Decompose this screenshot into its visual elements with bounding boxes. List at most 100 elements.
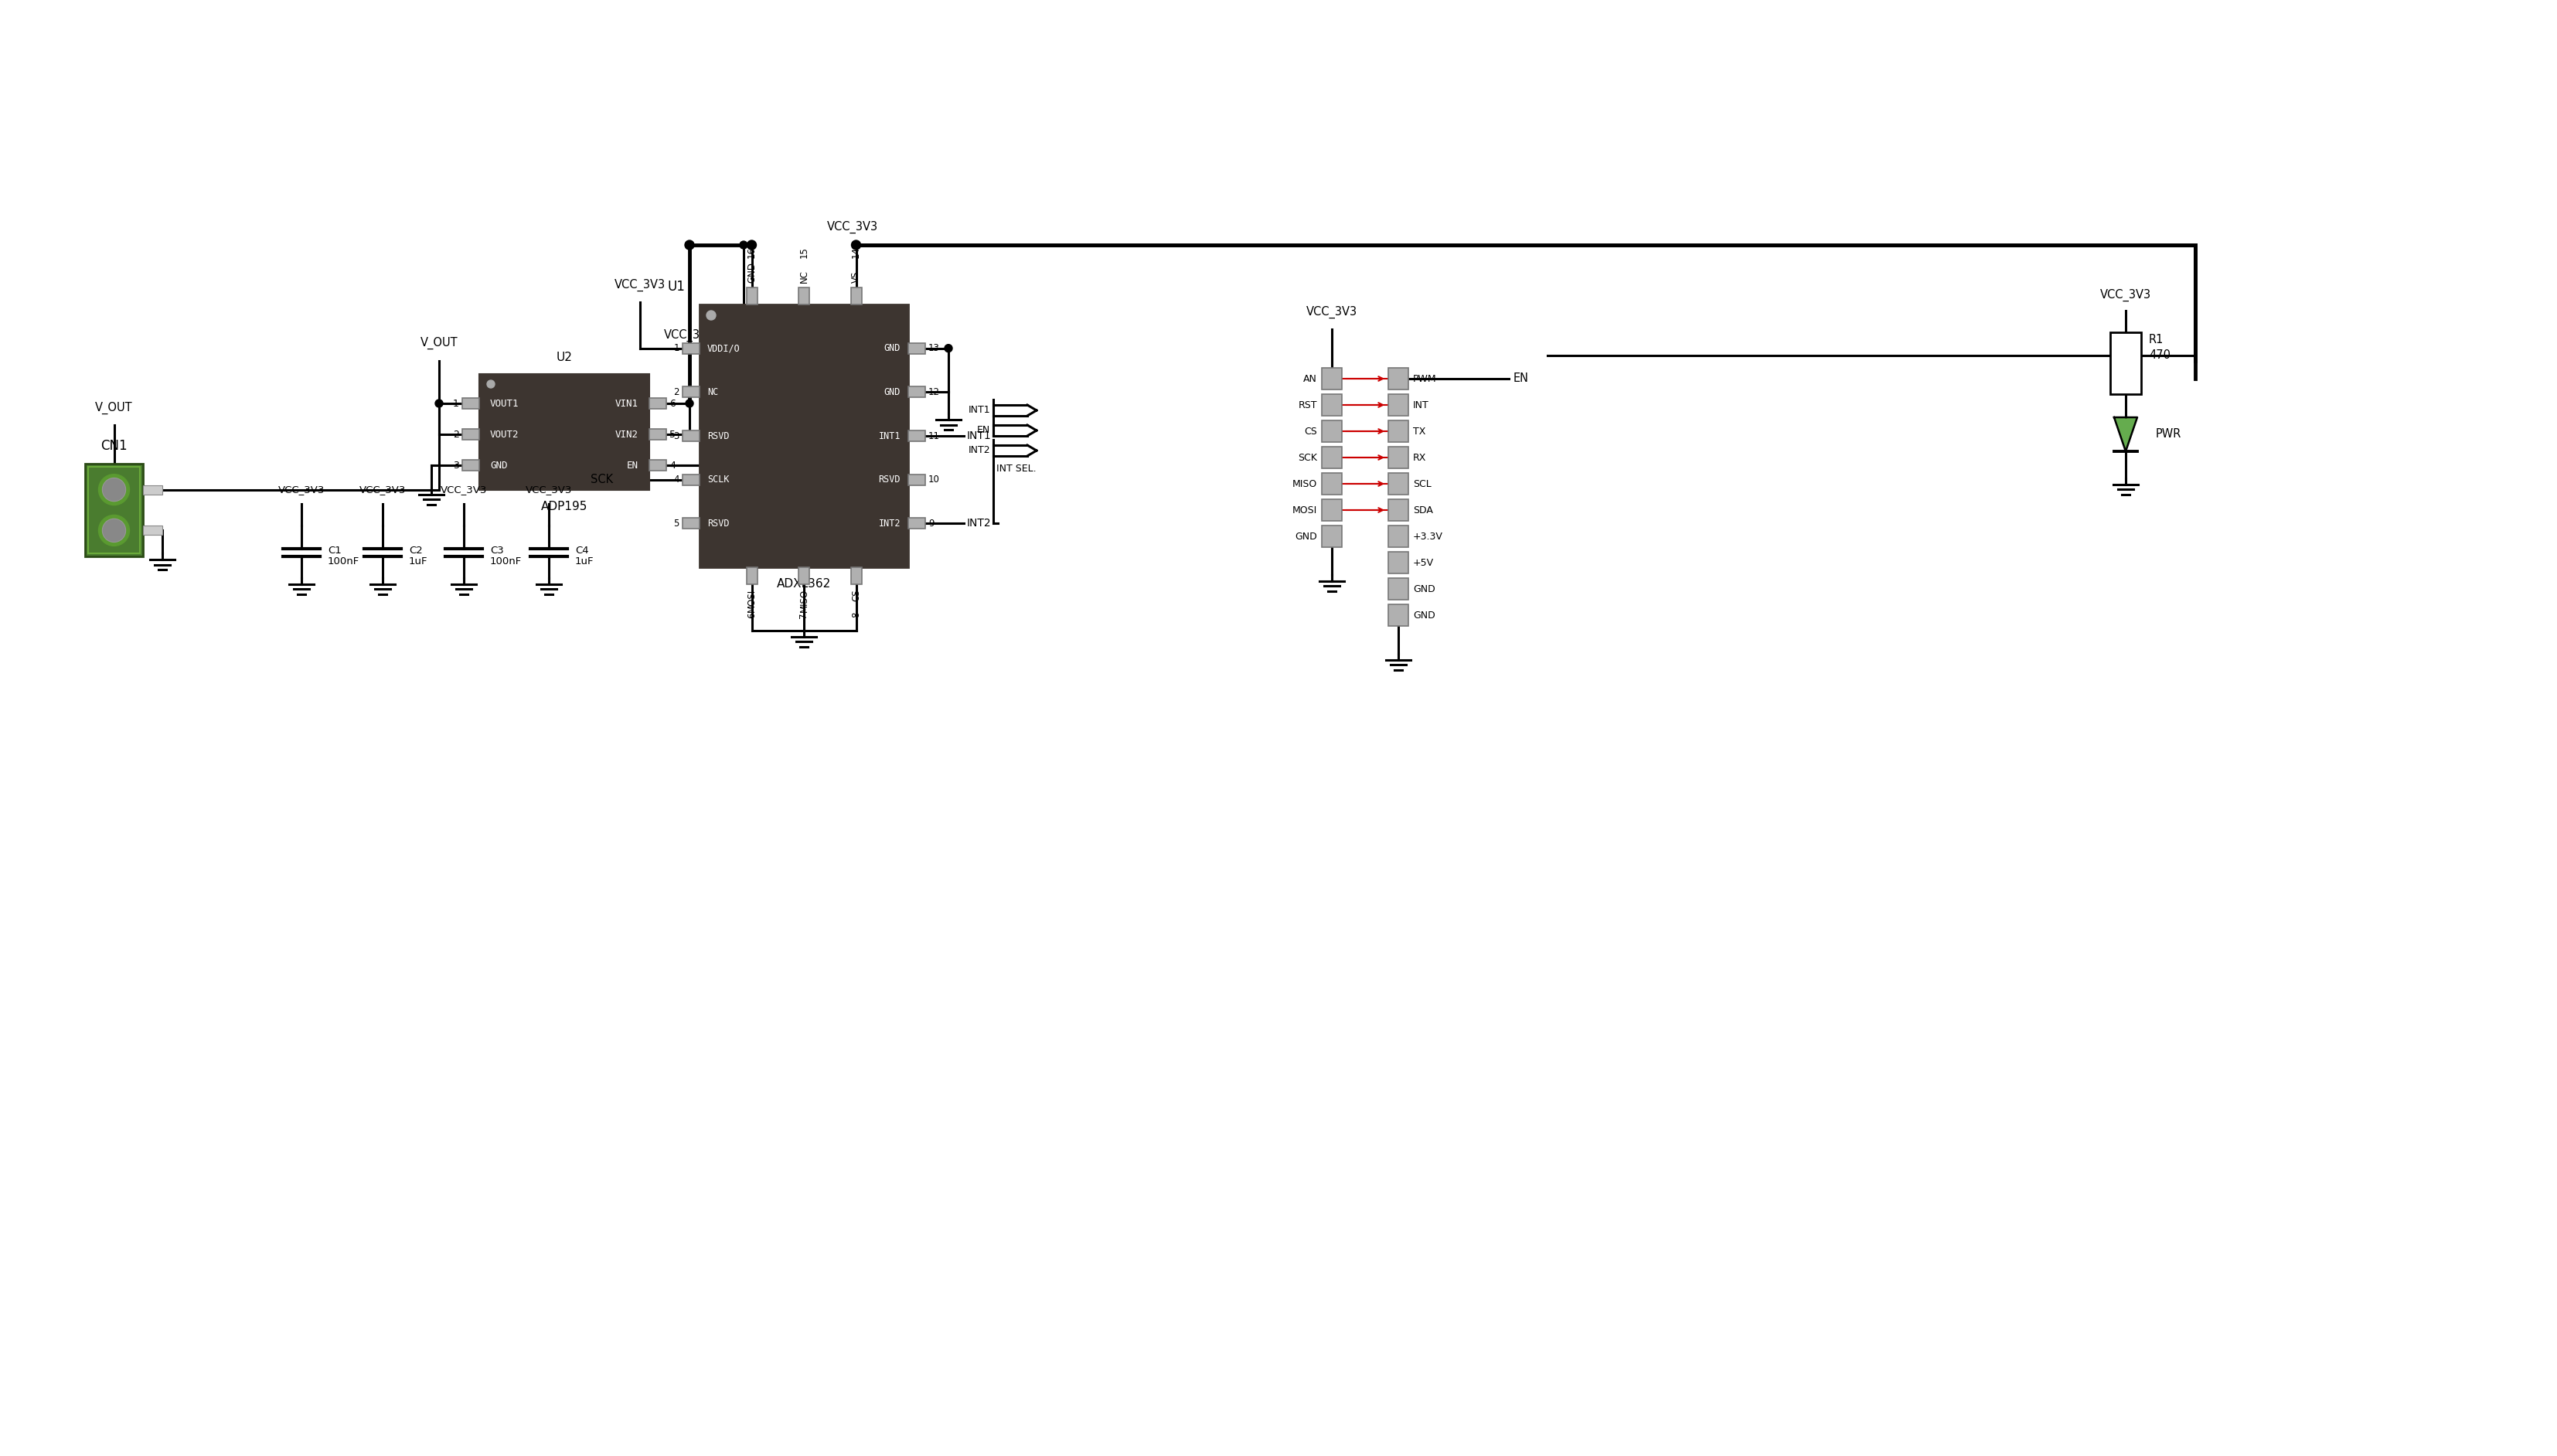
Text: INT1: INT1 [969,405,990,415]
Text: INT1: INT1 [967,431,992,441]
Text: EN: EN [977,425,990,435]
Bar [683,387,701,397]
Text: U1: U1 [667,280,685,294]
Text: GND: GND [1414,610,1434,620]
Text: INT2: INT2 [969,446,990,456]
Text: SCL: SCL [1414,479,1432,489]
Text: 1: 1 [453,399,460,409]
Text: U2: U2 [557,352,573,363]
Text: GND: GND [747,262,757,282]
Bar [1388,552,1409,574]
Text: 100nF: 100nF [491,556,522,566]
Text: VCC_3V3: VCC_3V3 [361,485,407,495]
Text: INT2: INT2 [880,518,900,529]
Text: VCC_3V3: VCC_3V3 [826,221,877,233]
Text: 100nF: 100nF [327,556,361,566]
Bar [143,526,161,536]
Bar [463,397,478,409]
Bar [908,431,926,441]
Bar [649,430,667,440]
Text: MOSI: MOSI [747,588,757,612]
Text: TX: TX [1414,427,1427,437]
Bar [1322,499,1342,521]
Text: NC: NC [708,387,719,397]
Circle shape [851,240,862,249]
Bar [1388,368,1409,390]
Text: VIN2: VIN2 [616,430,639,440]
Text: 9: 9 [928,518,933,529]
Circle shape [102,518,125,542]
Text: C2: C2 [409,545,422,555]
Text: 4: 4 [670,460,675,470]
Bar [84,463,143,556]
Text: VOUT1: VOUT1 [491,399,519,409]
Text: VCC_3V3: VCC_3V3 [665,329,716,342]
Circle shape [685,399,693,408]
Circle shape [739,242,747,249]
Bar [649,460,667,470]
Text: GND: GND [885,387,900,397]
Circle shape [747,240,757,249]
Text: INT: INT [1414,400,1429,411]
Text: GND: GND [491,460,506,470]
Text: INT SEL.: INT SEL. [997,463,1036,473]
Text: RST: RST [1299,400,1317,411]
Text: 11: 11 [928,431,941,441]
Text: PWM: PWM [1414,374,1437,384]
Circle shape [486,380,494,387]
Text: MISO: MISO [1291,479,1317,489]
Bar [1388,578,1409,600]
Text: VCC_3V3: VCC_3V3 [527,485,573,495]
Bar [1388,395,1409,416]
Text: 6: 6 [670,399,675,409]
Bar [683,342,701,354]
Text: 16: 16 [747,246,757,258]
Bar [1322,447,1342,469]
Text: MOSI: MOSI [1291,505,1317,515]
Bar [1388,421,1409,443]
Text: 1uF: 1uF [575,556,593,566]
Text: MISO: MISO [798,588,808,612]
Text: ADP195: ADP195 [542,501,588,513]
Text: C3: C3 [491,545,504,555]
Text: 13: 13 [928,344,941,354]
Text: 14: 14 [851,246,862,258]
Circle shape [102,479,125,501]
Text: 5: 5 [670,430,675,440]
Bar [747,287,757,304]
Bar [701,304,908,568]
Circle shape [706,310,716,320]
Bar [851,568,862,584]
Text: SCK: SCK [1299,453,1317,463]
Text: EN: EN [759,460,775,472]
Text: NC: NC [798,269,808,282]
Text: SCLK: SCLK [708,475,729,485]
Text: 1: 1 [672,344,680,354]
Text: 3: 3 [672,431,680,441]
Bar [1388,604,1409,626]
Polygon shape [2115,418,2138,451]
Bar [1388,447,1409,469]
Bar [747,568,757,584]
Text: 6: 6 [747,612,757,617]
Bar [851,287,862,304]
Text: +5V: +5V [1414,558,1434,568]
Text: V_OUT: V_OUT [419,336,458,349]
Text: AN: AN [1304,374,1317,384]
Text: +3.3V: +3.3V [1414,531,1442,542]
Text: 15: 15 [798,246,808,258]
Text: EN: EN [626,460,639,470]
Text: INT1: INT1 [880,431,900,441]
Circle shape [100,515,130,546]
Circle shape [102,478,125,501]
Circle shape [747,242,754,249]
Text: VCC_3V3: VCC_3V3 [2099,288,2150,301]
Text: SDA: SDA [1414,505,1432,515]
Text: VDDI/O: VDDI/O [708,344,742,354]
Text: VIN1: VIN1 [616,399,639,409]
Bar [683,475,701,485]
Text: C4: C4 [575,545,588,555]
Text: 2: 2 [453,430,460,440]
Circle shape [100,475,130,505]
Text: VOUT2: VOUT2 [491,430,519,440]
